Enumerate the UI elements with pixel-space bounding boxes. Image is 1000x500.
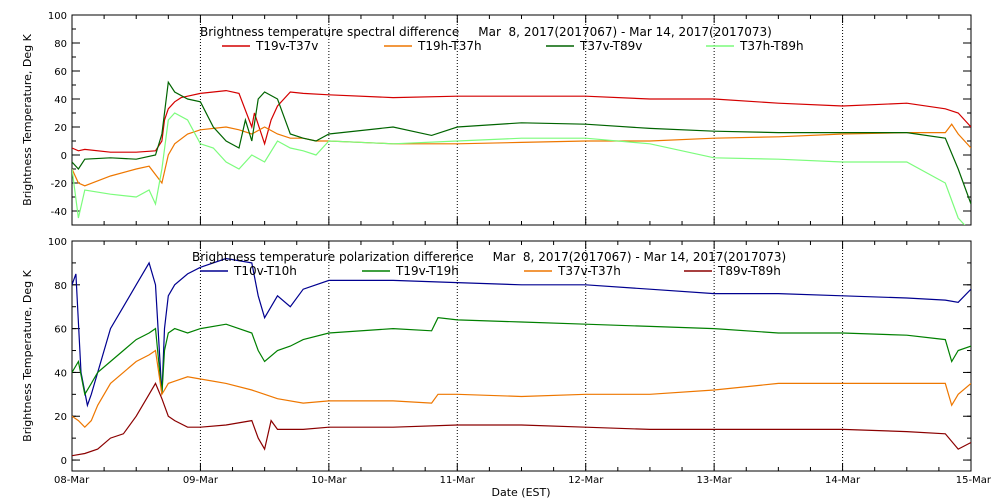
bottom-y-tick-label: 20: [54, 412, 67, 423]
bottom-y-tick-label: 0: [61, 456, 67, 467]
top-y-tick-label: 100: [48, 11, 67, 22]
bottom-series-group: [72, 257, 971, 457]
top-panel: -40 -20 0 20 40 60 80 100 Brightness temperatur…: [21, 11, 972, 226]
bottom-y-tick-label: 40: [54, 368, 67, 379]
bottom-grid: [199, 241, 844, 471]
top-chart-title: Brightness temperature spectral differen…: [200, 25, 772, 39]
top-legend-label: T37v-T89v: [579, 39, 642, 53]
top-y-ticks: -40 -20 0 20 40 60 80 100: [48, 11, 971, 226]
x-tick-label: 15-Mar: [956, 475, 992, 486]
x-tick-label: 14-Mar: [825, 475, 861, 486]
bottom-chart-title: Brightness temperature polarization diff…: [192, 250, 786, 264]
bottom-y-tick-label: 80: [54, 281, 67, 292]
bottom-y-tick-label: 60: [54, 325, 67, 336]
x-axis-label: Date (EST): [491, 486, 550, 499]
top-y-tick-label: 80: [54, 39, 67, 50]
bottom-series-line-t89v-t89h: [72, 382, 971, 457]
top-series-line-t37h-t89h: [72, 112, 966, 225]
top-legend-label: T19h-T37h: [417, 39, 482, 53]
bottom-series-line-t10v-t10h: [72, 257, 971, 408]
bottom-legend-label: T19v-T19h: [395, 264, 459, 278]
bottom-y-tick-label: 100: [48, 237, 67, 248]
top-y-tick-label: -40: [51, 207, 67, 218]
bottom-legend-label: T10v-T10h: [233, 264, 297, 278]
x-tick-label: 10-Mar: [311, 475, 347, 486]
top-legend-label: T19v-T37v: [255, 39, 318, 53]
x-tick-label: 13-Mar: [697, 475, 733, 486]
top-x-ticks: [71, 15, 972, 225]
top-series-line-t19h-t37h: [72, 123, 971, 187]
top-y-axis-label: Brightness Temperature, Deg K: [21, 33, 34, 205]
top-series-line-t37v-t89v: [72, 80, 971, 205]
top-y-tick-label: -20: [51, 179, 67, 190]
bottom-legend-label: T37v-T37h: [557, 264, 621, 278]
top-y-tick-label: 0: [61, 151, 67, 162]
bottom-y-axis-label: Brightness Temperature, Deg K: [21, 269, 34, 441]
top-y-tick-label: 40: [54, 95, 67, 106]
top-series-line-t19v-t37v: [72, 89, 971, 153]
bottom-legend-label: T89v-T89h: [717, 264, 781, 278]
top-y-tick-label: 20: [54, 123, 67, 134]
x-tick-label: 09-Mar: [183, 475, 219, 486]
bottom-plot-frame: [71, 240, 972, 472]
top-plot-frame: [71, 14, 972, 226]
bottom-y-ticks: 0 20 40 60 80 100: [48, 237, 971, 467]
bottom-panel: 0 20 40 60 80 100 08-Mar 09-Mar 10-Mar 11-Mar 12-…: [21, 237, 992, 499]
top-series-group: [72, 80, 971, 225]
top-y-tick-label: 60: [54, 67, 67, 78]
top-legend-label: T37h-T89h: [739, 39, 804, 53]
top-legend: T19v-T37v T19h-T37h T37v-T89v T37h-T89h: [222, 39, 804, 53]
bottom-x-ticks: 08-Mar 09-Mar 10-Mar 11-Mar 12-Mar 13-Mar 14-M…: [54, 241, 992, 486]
x-tick-label: 11-Mar: [440, 475, 476, 486]
x-tick-label: 08-Mar: [54, 475, 90, 486]
bottom-series-line-t19v-t19h: [72, 317, 971, 396]
bottom-series-line-t37v-t37h: [72, 349, 971, 429]
top-grid: [199, 15, 844, 225]
bottom-legend: T10v-T10h T19v-T19h T37v-T37h T89v-T89h: [200, 264, 781, 278]
x-tick-label: 12-Mar: [568, 475, 604, 486]
